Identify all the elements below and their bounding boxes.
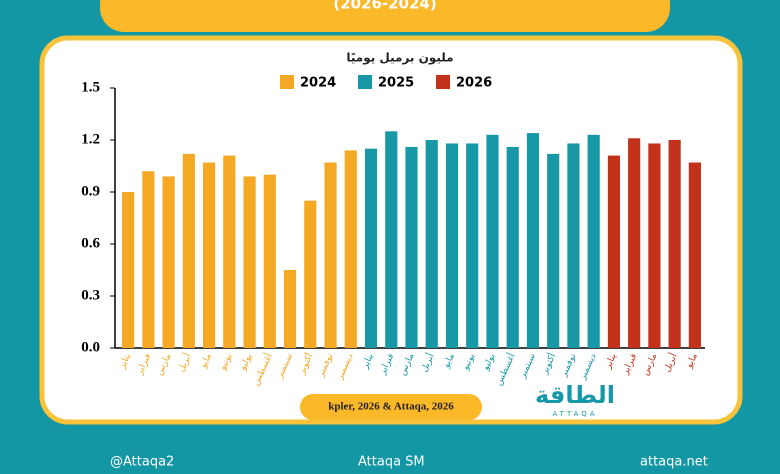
bar (648, 143, 661, 348)
bar (364, 148, 378, 348)
y-tick-label: 0.0 (81, 339, 100, 355)
y-tick-label: 1.2 (81, 131, 100, 147)
title-banner (100, 0, 670, 32)
y-tick-label: 0.9 (81, 183, 100, 199)
bar (203, 162, 216, 348)
bar (547, 153, 560, 348)
bar (243, 176, 256, 348)
bar (324, 162, 337, 348)
source: kpler, 2026 & Attaqa, 2026 (328, 401, 454, 413)
legend-label: 2024 (300, 76, 336, 91)
logo-sub: ATTAQA (552, 410, 597, 418)
bar (668, 140, 681, 348)
bar (122, 192, 135, 348)
bar (607, 155, 620, 348)
legend-swatch (436, 75, 450, 89)
bar (466, 143, 479, 348)
footer-handle: @Attaqa2 (110, 455, 174, 470)
bar (142, 171, 155, 348)
y-axis-label: مليون برميل يوميًا (346, 51, 453, 66)
bar (486, 134, 499, 348)
bar (283, 270, 297, 348)
legend-label: 2026 (456, 76, 492, 91)
bar (223, 155, 236, 348)
chart-title: (2026-2024) (333, 0, 436, 13)
bar (506, 146, 519, 348)
bar (425, 140, 438, 348)
bar (688, 162, 701, 348)
bar (304, 200, 317, 348)
y-tick-label: 0.3 (81, 287, 100, 303)
bar (445, 143, 459, 348)
legend-swatch (280, 75, 294, 89)
bar (405, 146, 418, 348)
legend-label: 2025 (378, 76, 414, 91)
y-tick-label: 0.6 (81, 235, 100, 251)
bar (162, 176, 175, 348)
source-badge (300, 394, 482, 420)
bar (344, 150, 357, 348)
footer-site: attaqa.net (640, 455, 708, 470)
bar (567, 143, 580, 348)
bar (263, 174, 276, 348)
logo: الطاقة (535, 381, 615, 409)
y-tick-label: 1.5 (81, 79, 100, 95)
bar (628, 138, 641, 348)
bar (587, 134, 600, 348)
legend-swatch (358, 75, 372, 89)
footer-youtube: Attaqa SM (358, 455, 425, 470)
bar (385, 131, 398, 348)
bar (182, 153, 195, 348)
bar (526, 133, 540, 348)
